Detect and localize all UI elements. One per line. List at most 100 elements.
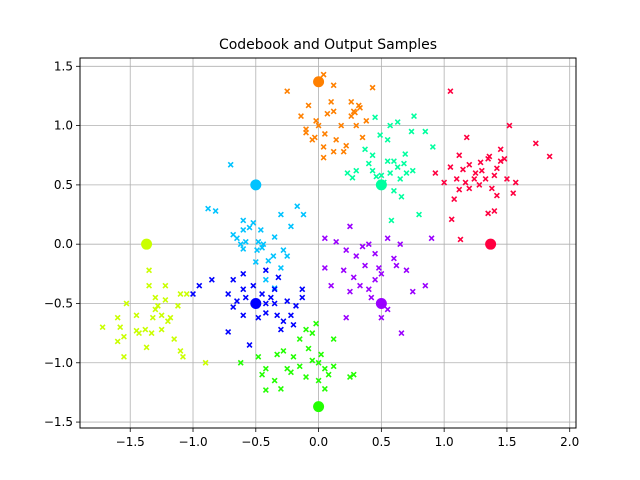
sample-point [462,179,469,186]
sample-point [255,238,262,245]
sample-point [355,102,362,109]
series-3 [205,161,307,292]
sample-point [349,174,356,181]
sample-point [394,119,401,126]
sample-point [271,285,278,292]
sample-point [387,122,394,129]
sample-point [296,363,303,370]
sample-point [133,312,140,319]
sample-point [350,274,357,281]
sample-point [409,288,416,295]
codeword-point-1 [313,76,325,88]
sample-point [177,291,184,297]
sample-point [510,190,517,197]
sample-point [202,359,209,366]
chart-title: Codebook and Output Samples [219,37,437,53]
sample-point [262,300,269,307]
sample-point [196,282,203,289]
sample-point [387,170,394,176]
series-1 [284,71,376,161]
grid-lines [80,58,576,428]
sample-point [262,387,269,394]
sample-point [372,250,379,257]
sample-point [390,187,397,194]
sample-point [271,300,278,307]
sample-point [180,353,186,360]
sample-point [378,314,385,321]
sample-point [532,140,539,147]
sample-point [330,148,337,155]
sample-point [271,377,278,384]
sample-point [359,243,366,250]
sample-point [158,312,165,319]
sample-point [353,253,360,260]
sample-point [453,175,460,182]
sample-point [340,267,347,274]
x-tick-label: 0.5 [372,435,391,449]
sample-point [330,108,337,115]
sample-point [503,175,510,182]
sample-point [447,164,454,171]
sample-point [398,330,405,337]
sample-point [491,172,498,179]
sample-point [299,286,306,293]
sample-point [378,270,385,277]
sample-point [284,88,291,95]
sample-point [330,336,337,343]
sample-point [460,166,466,173]
sample-point [233,298,240,305]
codeword-point-3 [250,179,262,191]
sample-point [485,210,492,217]
sample-point [305,345,312,352]
sample-point [328,282,335,289]
sample-point [441,179,448,186]
sample-point [352,109,358,116]
sample-point [212,208,219,214]
sample-point [177,347,184,354]
sample-point [250,219,257,226]
sample-point [117,324,124,331]
sample-point [303,326,309,333]
sample-point [362,262,369,269]
sample-point [340,148,347,155]
sample-point [309,330,316,337]
sample-point [299,294,306,301]
sample-point [506,122,513,129]
sample-point [262,276,269,283]
sample-point [240,270,247,277]
sample-point [384,158,391,165]
sample-point [321,365,328,372]
sample-point [497,158,504,165]
sample-point [242,294,249,301]
sample-point [257,226,264,233]
sample-point [267,294,274,301]
sample-point [350,371,357,378]
sample-point [451,196,458,203]
sample-point [416,211,423,218]
series-2 [344,113,436,224]
sample-point [274,351,281,358]
sample-point [303,129,309,136]
sample-point [309,136,316,143]
sample-point [393,262,400,269]
sample-point [377,132,384,139]
sample-point [390,158,397,165]
sample-point [252,259,259,265]
sample-point [183,291,190,297]
codeword-point-4 [250,297,262,309]
sample-point [493,192,500,199]
sample-point [287,369,294,376]
sample-point [296,336,303,343]
sample-point [422,282,429,289]
sample-point [347,288,353,295]
sample-point [493,165,500,172]
sample-point [287,312,294,319]
sample-point [277,326,284,333]
sample-point [99,324,106,331]
sample-point [309,357,316,364]
sample-point [120,353,127,360]
sample-point [363,117,370,124]
sample-point [330,82,337,89]
sample-point [373,173,380,180]
sample-point [254,247,261,254]
